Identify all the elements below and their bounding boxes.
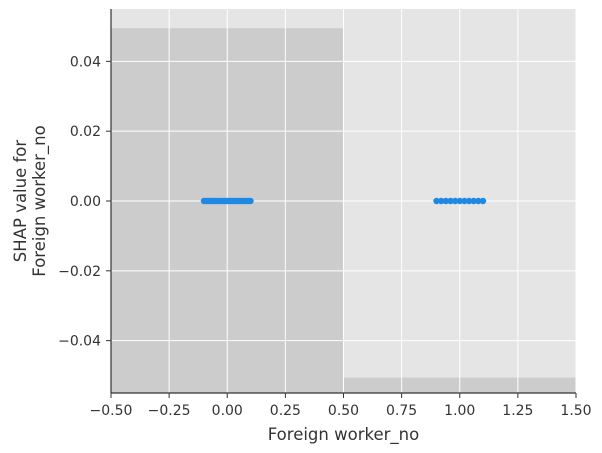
y-tick-label: 0.02 — [70, 124, 101, 140]
data-point — [475, 197, 482, 205]
x-axis-ticks: −0.50 −0.25 0.00 0.25 0.50 0.75 1.00 1.25 1.50 — [90, 393, 592, 419]
y-axis-label-line-2: Foreign worker_no — [30, 125, 50, 276]
data-point — [461, 197, 468, 205]
y-tick-label: 0.00 — [70, 194, 101, 210]
data-point — [456, 197, 463, 205]
x-tick-label: 0.00 — [212, 403, 243, 419]
data-point — [433, 197, 440, 205]
x-axis-label: Foreign worker_no — [268, 425, 419, 445]
data-point — [247, 197, 254, 205]
data-point — [465, 197, 473, 205]
x-tick-label: 0.75 — [386, 403, 417, 419]
x-tick-label: 0.25 — [270, 403, 301, 419]
y-tick-label: −0.02 — [58, 264, 101, 280]
x-tick-label: −0.50 — [90, 403, 133, 419]
y-axis-ticks: −0.04 −0.02 0.00 0.02 0.04 — [58, 54, 111, 350]
data-point — [437, 197, 445, 205]
data-point — [447, 197, 454, 205]
y-tick-label: 0.04 — [70, 54, 101, 70]
data-points — [200, 197, 487, 205]
x-tick-label: 1.25 — [502, 403, 533, 419]
data-point — [451, 197, 459, 205]
x-tick-label: −0.25 — [148, 403, 191, 419]
data-point — [442, 197, 449, 205]
data-point — [470, 197, 477, 205]
y-axis-label: SHAP value for Foreign worker_no — [11, 125, 50, 276]
x-tick-label: 0.50 — [328, 403, 359, 419]
y-tick-label: −0.04 — [58, 334, 101, 350]
x-tick-label: 1.50 — [560, 403, 591, 419]
y-axis-label-line-1: SHAP value for — [11, 140, 30, 263]
data-point — [479, 197, 487, 205]
x-tick-label: 1.00 — [444, 403, 475, 419]
